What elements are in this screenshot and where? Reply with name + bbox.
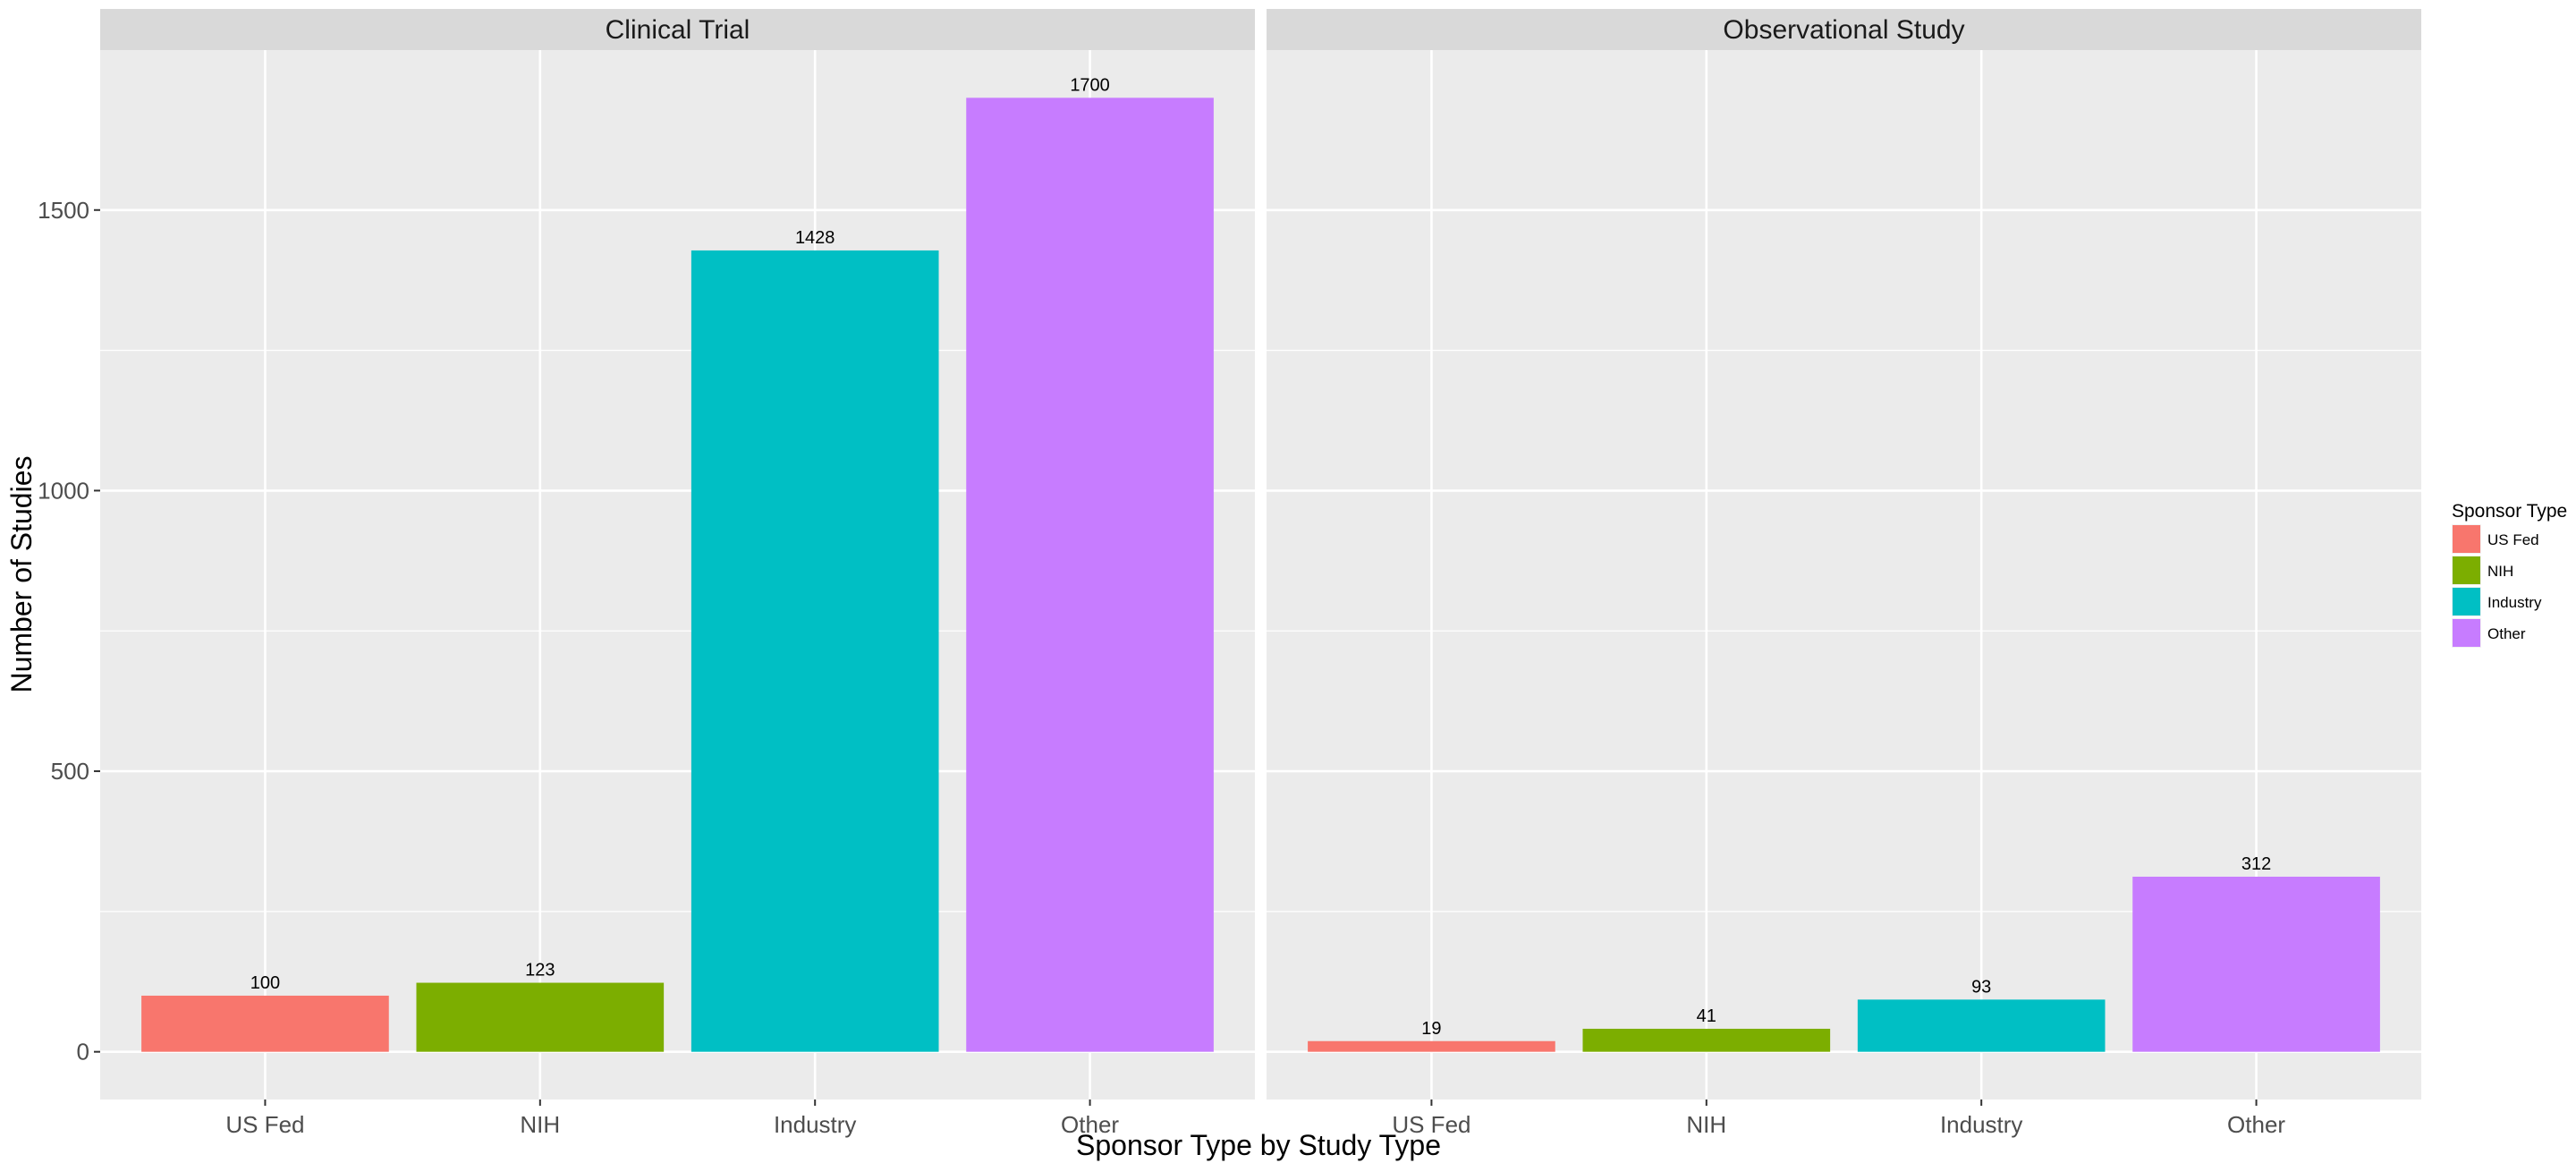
bar-value-label: 41: [1697, 1006, 1716, 1026]
facet-strip: [100, 9, 1255, 50]
x-axis-title: Sponsor Type by Study Type: [1076, 1129, 1441, 1161]
bar: [2132, 876, 2380, 1052]
facet-strip: [1267, 9, 2421, 50]
facet-strip-label: Observational Study: [1723, 15, 1964, 45]
x-tick-label: NIH: [520, 1111, 560, 1138]
bar-value-label: 19: [1421, 1019, 1441, 1039]
y-axis: 0 500 1000 1500: [38, 197, 100, 1065]
x-tick-label: Industry: [1940, 1111, 2023, 1138]
bar: [141, 995, 389, 1052]
facet-panel: Observational Study 19 41 93 312 US Fed NIH Ind…: [1267, 9, 2421, 1138]
bar-value-label: 100: [250, 973, 280, 993]
facet-strip-label: Clinical Trial: [606, 15, 750, 45]
x-tick-label: Other: [2227, 1111, 2285, 1138]
bar: [416, 982, 665, 1052]
y-tick-label: 500: [51, 758, 89, 785]
y-axis-title: Number of Studies: [5, 455, 38, 692]
legend-label: Other: [2487, 625, 2526, 642]
legend-label: US Fed: [2487, 531, 2539, 548]
y-tick-label: 0: [77, 1039, 89, 1065]
legend-label: NIH: [2487, 563, 2513, 580]
legend: Sponsor Type US Fed NIH Industry Other: [2452, 501, 2567, 648]
bar: [1582, 1028, 1831, 1052]
x-tick-label: US Fed: [1392, 1111, 1470, 1138]
bar: [1857, 999, 2106, 1052]
bar: [1308, 1040, 1555, 1052]
facet-panel: Clinical Trial 100 123 1428 1700 US Fed NIH Ind…: [100, 9, 1255, 1138]
x-tick-label: US Fed: [225, 1111, 304, 1138]
legend-swatch: [2453, 619, 2480, 647]
y-tick-label: 1500: [38, 197, 89, 224]
legend-swatch: [2453, 525, 2480, 553]
bar: [966, 98, 1214, 1052]
x-tick-label: Other: [1061, 1111, 1119, 1138]
bar: [691, 250, 939, 1052]
legend-swatch: [2453, 556, 2480, 584]
x-tick-label: Industry: [774, 1111, 857, 1138]
legend-keys: US Fed NIH Industry Other: [2452, 524, 2542, 648]
bar-value-label: 93: [1971, 977, 1991, 997]
bar-value-label: 312: [2241, 854, 2271, 874]
facet-panels: Clinical Trial 100 123 1428 1700 US Fed NIH Ind…: [100, 9, 2421, 1138]
legend-title: Sponsor Type: [2452, 501, 2567, 522]
legend-swatch: [2453, 588, 2480, 615]
bar-value-label: 1428: [795, 228, 835, 248]
x-tick-label: NIH: [1686, 1111, 1726, 1138]
bar-value-label: 1700: [1070, 75, 1110, 95]
y-tick-label: 1000: [38, 477, 89, 504]
bar-value-label: 123: [525, 961, 555, 980]
legend-label: Industry: [2487, 594, 2542, 611]
